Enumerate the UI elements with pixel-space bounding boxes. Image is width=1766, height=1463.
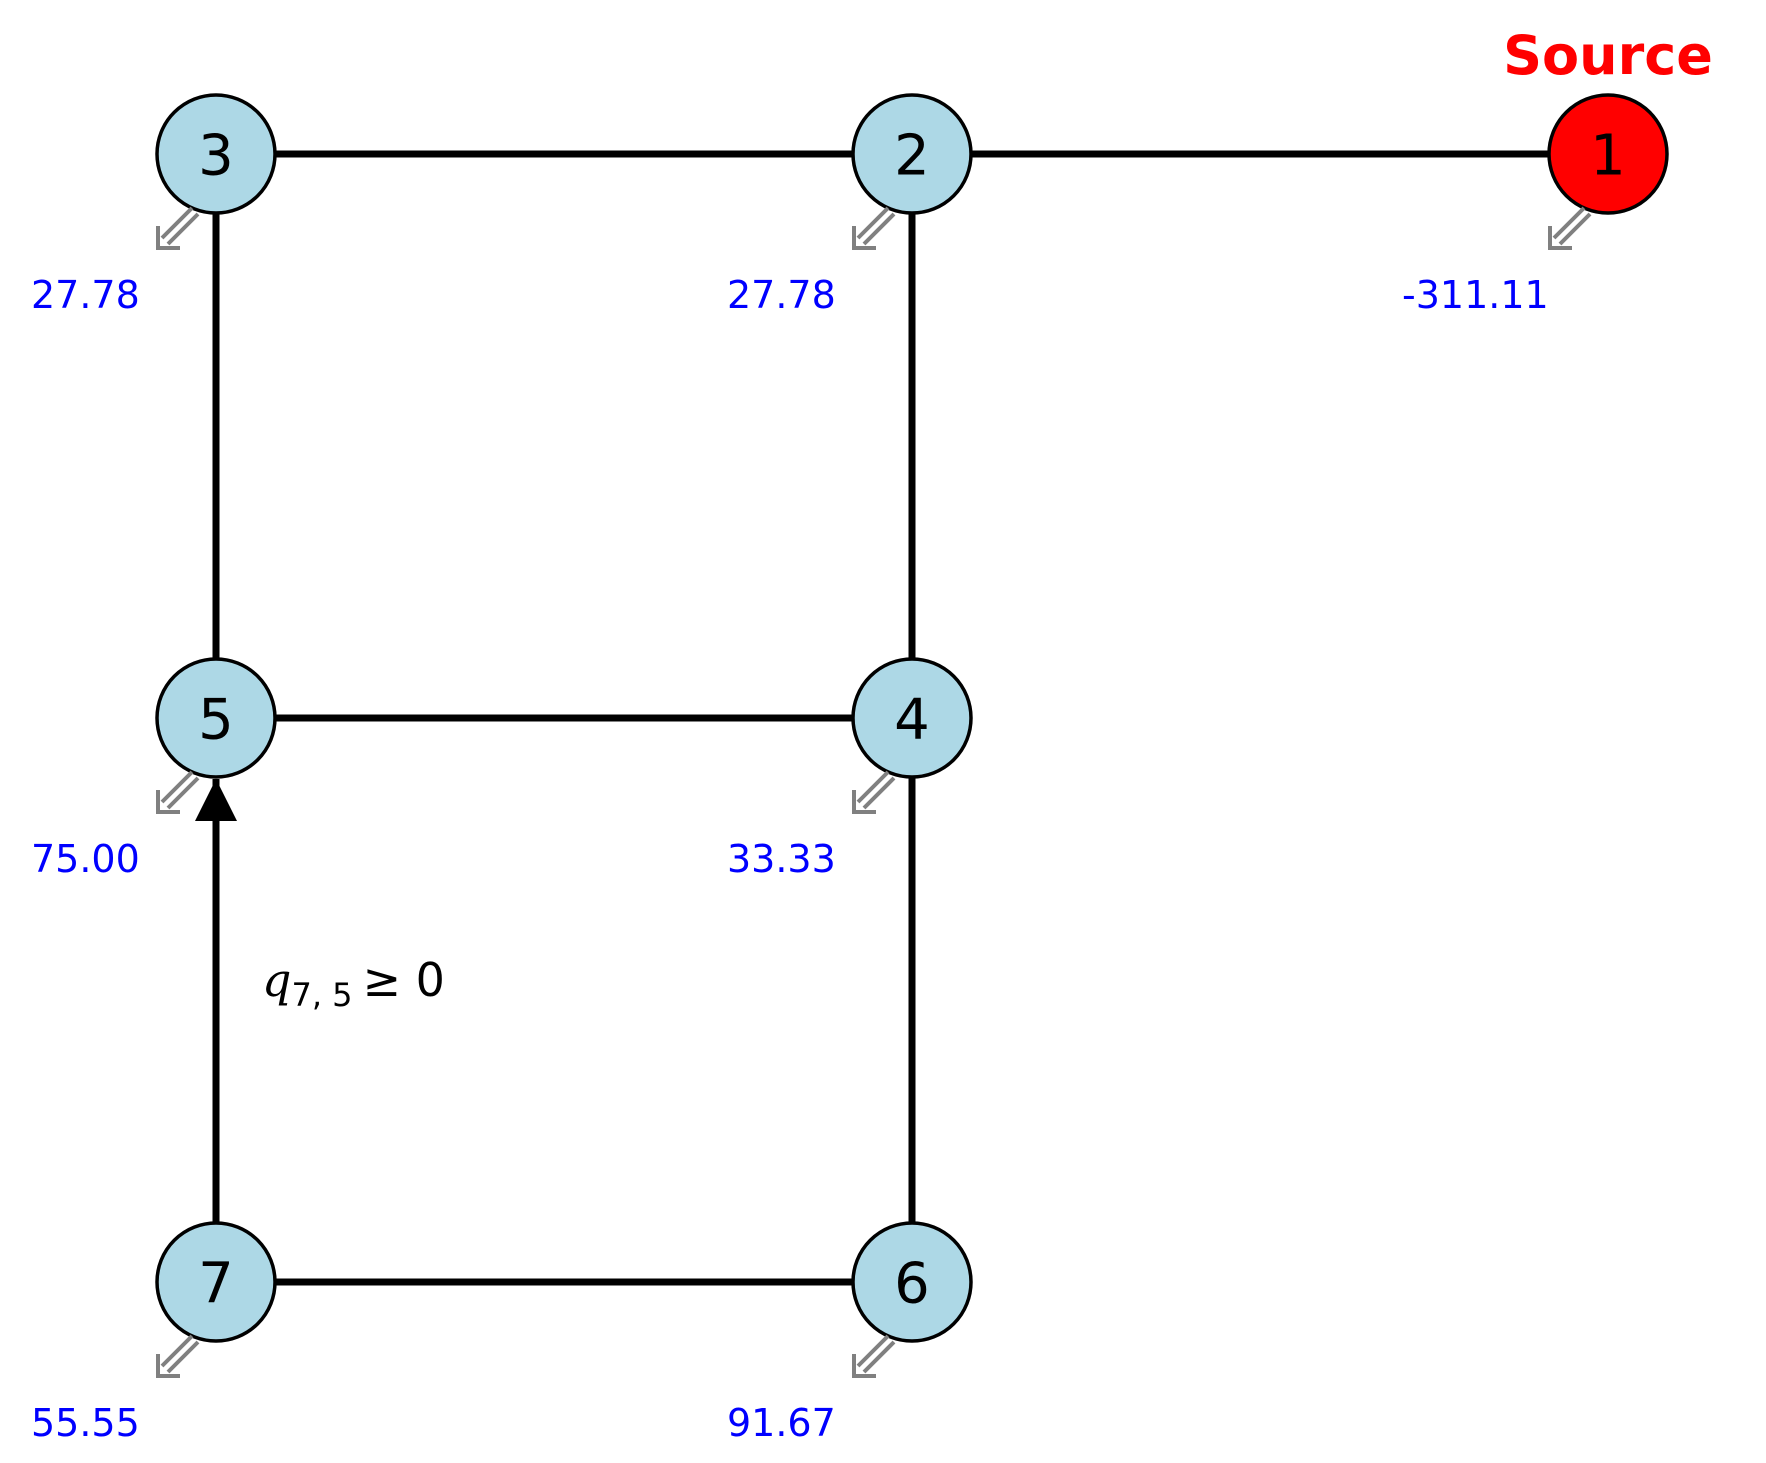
node-7: 755.55: [31, 1221, 277, 1445]
demand-label: 33.33: [727, 837, 836, 881]
demand-arrow-icon: [156, 206, 200, 250]
edges-layer: [195, 150, 1608, 1286]
node-circle: [1547, 93, 1669, 215]
node-circle: [851, 93, 973, 215]
constraint-relation: ≥ 0: [363, 953, 445, 1007]
demand-label: 75.00: [31, 837, 140, 881]
node-label: 3: [198, 124, 234, 189]
node-5: 575.00: [31, 657, 277, 881]
node-6: 691.67: [727, 1221, 973, 1445]
demand-arrow-icon: [852, 206, 896, 250]
demand-arrow-icon: [156, 770, 200, 814]
demand-arrow-icon: [852, 770, 896, 814]
node-1: 1 -311.11: [1402, 93, 1669, 317]
node-label: 6: [894, 1252, 930, 1317]
node-label: 5: [198, 688, 234, 753]
node-label: 7: [198, 1252, 234, 1317]
node-circle: [851, 1221, 973, 1343]
node-label: 1: [1590, 124, 1626, 189]
node-label: 2: [894, 124, 930, 189]
node-circle: [155, 657, 277, 779]
demand-label: 27.78: [727, 273, 836, 317]
demand-label: -311.11: [1402, 273, 1549, 317]
demand-arrow-icon: [1548, 206, 1592, 250]
flow-constraint-label: q7, 5 ≥ 0: [262, 953, 445, 1014]
annotations-layer: Source q7, 5 ≥ 0: [262, 24, 1713, 1014]
nodes-layer: 1-311.11227.78327.78433.33575.00691.6775…: [31, 93, 1669, 1445]
node-3: 327.78: [31, 93, 277, 317]
node-4: 433.33: [727, 657, 973, 881]
node-circle: [155, 1221, 277, 1343]
constraint-symbol: q: [262, 953, 291, 1007]
source-label: Source: [1503, 24, 1713, 87]
demand-arrow-icon: [852, 1334, 896, 1378]
demand-label: 27.78: [31, 273, 140, 317]
constraint-subscript: 7, 5: [291, 976, 352, 1014]
node-circle: [851, 657, 973, 779]
demand-arrow-icon: [156, 1334, 200, 1378]
demand-label: 91.67: [727, 1401, 836, 1445]
demand-label: 55.55: [31, 1401, 140, 1445]
node-label: 4: [894, 688, 930, 753]
node-circle: [155, 93, 277, 215]
node-2: 227.78: [727, 93, 973, 317]
